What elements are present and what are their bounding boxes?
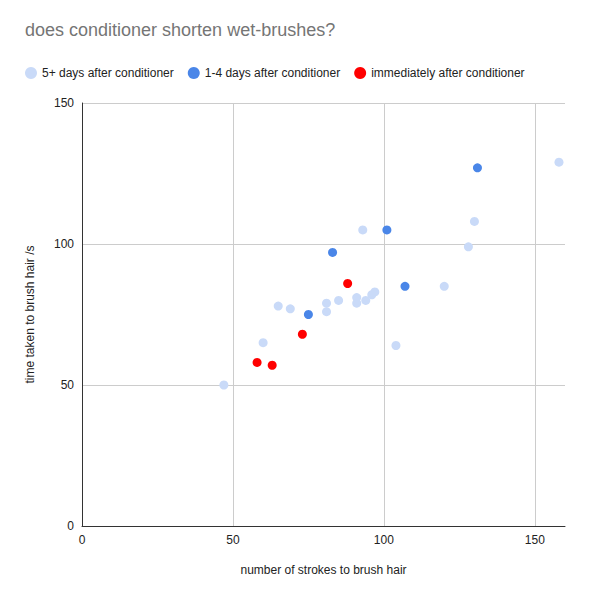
svg-text:100: 100 (54, 237, 74, 251)
svg-text:does conditioner shorten wet-b: does conditioner shorten wet-brushes? (25, 20, 335, 40)
svg-text:50: 50 (226, 533, 240, 547)
svg-text:1-4 days after conditioner: 1-4 days after conditioner (205, 66, 340, 80)
svg-text:0: 0 (79, 533, 86, 547)
svg-text:number of strokes to brush hai: number of strokes to brush hair (240, 563, 406, 577)
svg-text:0: 0 (67, 519, 74, 533)
svg-text:5+ days after conditioner: 5+ days after conditioner (42, 66, 174, 80)
svg-text:immediately after conditioner: immediately after conditioner (371, 66, 524, 80)
svg-text:150: 150 (525, 533, 545, 547)
svg-text:time taken to brush hair /s: time taken to brush hair /s (23, 245, 37, 383)
svg-text:50: 50 (61, 378, 75, 392)
svg-text:150: 150 (54, 96, 74, 110)
svg-text:100: 100 (374, 533, 394, 547)
